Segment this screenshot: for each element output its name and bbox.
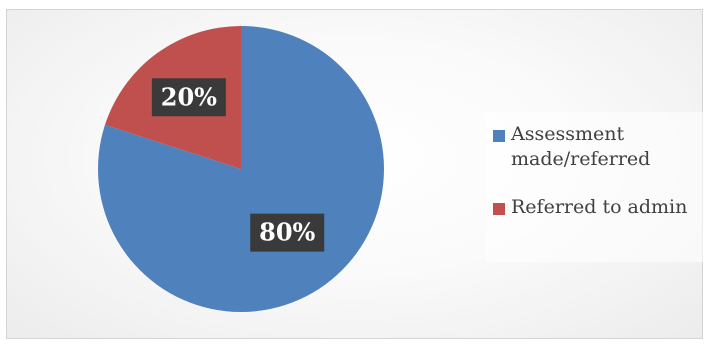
legend-item-assessment: Assessment made/referred [493, 122, 711, 172]
legend-swatch-referred-admin [493, 203, 505, 215]
data-label-text-0: 80% [259, 218, 315, 247]
data-labels: 80% 20% [151, 78, 325, 252]
data-label-text-1: 20% [161, 82, 217, 111]
data-label-1: 20% [151, 78, 226, 117]
data-label-box-0 [250, 213, 325, 252]
pie-chart: 80% 20% [97, 26, 385, 312]
legend-label-assessment: Assessment made/referred [511, 123, 651, 170]
data-label-box-1 [151, 78, 226, 117]
legend-item-referred-admin: Referred to admin [493, 195, 711, 220]
legend-swatch-assessment [493, 130, 505, 142]
legend: Assessment made/referred Referred to adm… [485, 112, 713, 262]
pie-slices [97, 26, 385, 312]
legend-label-referred-admin: Referred to admin [511, 196, 688, 218]
chart-area: 80% 20% Assessment made/referred Referred… [6, 9, 713, 339]
data-label-0: 80% [250, 213, 325, 252]
